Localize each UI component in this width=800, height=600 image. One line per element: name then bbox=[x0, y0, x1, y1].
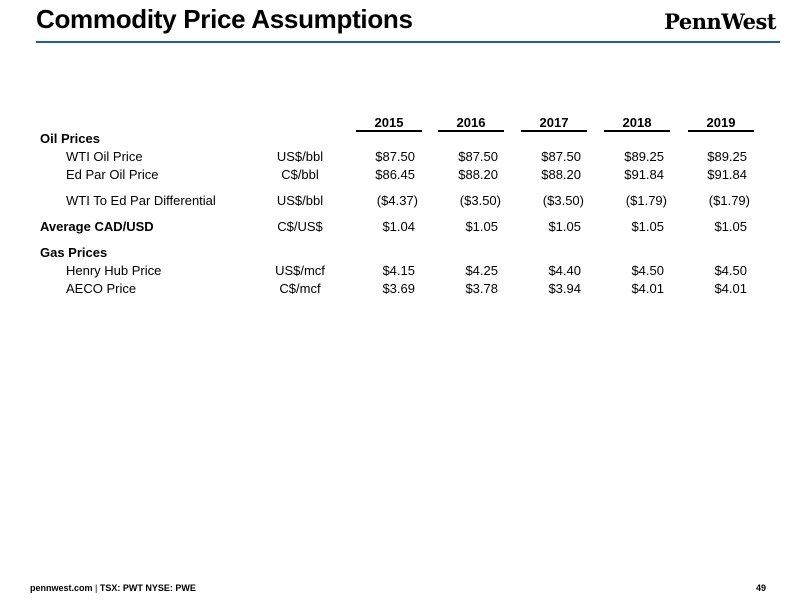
footer-separator: | bbox=[92, 583, 100, 593]
cell-aeco-2016: $3.78 bbox=[465, 281, 498, 296]
year-header-2015: 2015 bbox=[374, 115, 404, 130]
cell-wti-2015: $87.50 bbox=[375, 149, 415, 164]
row-label-aeco: AECO Price bbox=[66, 281, 137, 296]
footer-site-link[interactable]: pennwest.com bbox=[30, 583, 93, 593]
cell-aeco-2017: $3.94 bbox=[548, 281, 581, 296]
page-number: 49 bbox=[755, 583, 766, 593]
cell-cad-2019: $1.05 bbox=[714, 219, 747, 234]
cell-cad-2018: $1.05 bbox=[631, 219, 664, 234]
cell-cad-2017: $1.05 bbox=[548, 219, 581, 234]
year-underline bbox=[438, 130, 504, 132]
cell-henry-2015: $4.15 bbox=[382, 263, 415, 278]
cell-diff-2017: ($3.50) bbox=[542, 193, 584, 208]
cell-cad-2015: $1.04 bbox=[382, 219, 415, 234]
cell-aeco-2015: $3.69 bbox=[382, 281, 415, 296]
cell-edpar-2018: $91.84 bbox=[624, 167, 664, 182]
year-underline bbox=[688, 130, 754, 132]
cell-henry-2017: $4.40 bbox=[548, 263, 581, 278]
cell-wti-2018: $89.25 bbox=[624, 149, 664, 164]
row-label-henry-hub: Henry Hub Price bbox=[66, 263, 162, 278]
year-header-2016: 2016 bbox=[456, 115, 486, 130]
pennwest-logo: PennWest bbox=[664, 9, 776, 34]
cell-diff-2015: ($4.37) bbox=[376, 193, 418, 208]
row-label-wti-oil: WTI Oil Price bbox=[66, 149, 143, 164]
row-unit-henry-hub: US$/mcf bbox=[275, 263, 325, 278]
section-gas-prices: Gas Prices bbox=[40, 245, 108, 260]
cell-edpar-2019: $91.84 bbox=[707, 167, 747, 182]
title-divider bbox=[36, 41, 780, 43]
year-underline bbox=[604, 130, 670, 132]
cell-cad-2016: $1.05 bbox=[465, 219, 498, 234]
cell-diff-2019: ($1.79) bbox=[708, 193, 750, 208]
year-header-2018: 2018 bbox=[622, 115, 652, 130]
footer-tickers: TSX: PWT NYSE: PWE bbox=[99, 583, 196, 593]
row-label-ed-par-oil: Ed Par Oil Price bbox=[66, 167, 159, 182]
section-average-cad-usd: Average CAD/USD bbox=[40, 219, 154, 234]
cell-henry-2019: $4.50 bbox=[714, 263, 747, 278]
footer: pennwest.com | TSX: PWT NYSE: PWE bbox=[30, 583, 196, 593]
cell-wti-2019: $89.25 bbox=[707, 149, 747, 164]
cell-henry-2016: $4.25 bbox=[465, 263, 498, 278]
row-unit-wti-oil: US$/bbl bbox=[276, 149, 324, 164]
cell-henry-2018: $4.50 bbox=[631, 263, 664, 278]
section-oil-prices: Oil Prices bbox=[40, 131, 100, 146]
year-header-2017: 2017 bbox=[539, 115, 569, 130]
cell-wti-2017: $87.50 bbox=[541, 149, 581, 164]
cell-diff-2018: ($1.79) bbox=[625, 193, 667, 208]
cell-wti-2016: $87.50 bbox=[458, 149, 498, 164]
row-unit-wti-differential: US$/bbl bbox=[276, 193, 324, 208]
year-underline bbox=[356, 130, 422, 132]
cell-edpar-2017: $88.20 bbox=[541, 167, 581, 182]
year-header-2019: 2019 bbox=[706, 115, 736, 130]
cell-diff-2016: ($3.50) bbox=[459, 193, 501, 208]
cell-edpar-2016: $88.20 bbox=[458, 167, 498, 182]
cell-aeco-2019: $4.01 bbox=[714, 281, 747, 296]
cell-aeco-2018: $4.01 bbox=[631, 281, 664, 296]
cell-edpar-2015: $86.45 bbox=[375, 167, 415, 182]
row-unit-ed-par-oil: C$/bbl bbox=[281, 167, 319, 182]
row-label-wti-differential: WTI To Ed Par Differential bbox=[66, 193, 216, 208]
row-unit-aeco: C$/mcf bbox=[279, 281, 321, 296]
year-underline bbox=[521, 130, 587, 132]
row-unit-cad-usd: C$/US$ bbox=[277, 219, 323, 234]
page-title: Commodity Price Assumptions bbox=[36, 4, 413, 34]
